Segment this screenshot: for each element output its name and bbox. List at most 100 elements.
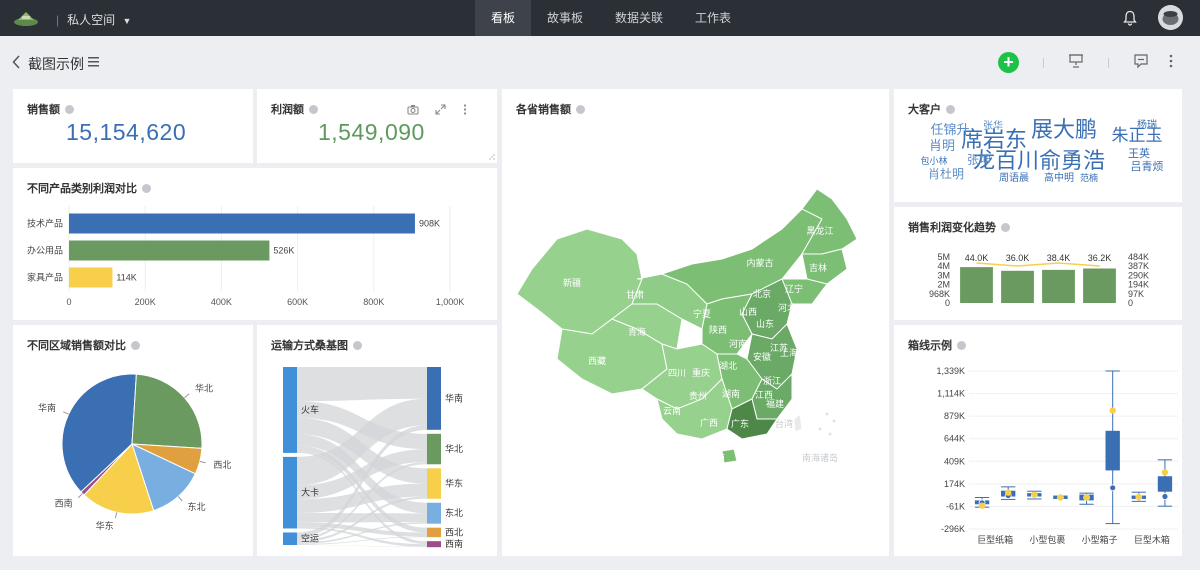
target-node bbox=[427, 541, 441, 548]
y2-tick-label: 194K bbox=[1128, 280, 1149, 290]
region-guangdong[interactable] bbox=[726, 398, 778, 440]
trend-line bbox=[976, 262, 1100, 267]
boxplot-card[interactable]: 箱线示例 1,339K 1,114K 879K 644K 409K 174K -61K -29… bbox=[894, 325, 1182, 556]
y2-tick-label: 0 bbox=[1128, 298, 1133, 308]
info-icon[interactable] bbox=[946, 105, 955, 114]
province-label: 福建 bbox=[766, 398, 784, 409]
y-tick-label: 4M bbox=[937, 261, 950, 271]
data-label: 38.4K bbox=[1047, 253, 1071, 263]
page-header: 截图示例 + bbox=[0, 36, 1200, 86]
pie-slice bbox=[61, 373, 137, 493]
sankey-link bbox=[297, 526, 427, 547]
resize-handle-icon[interactable] bbox=[488, 153, 495, 160]
info-icon[interactable] bbox=[1001, 223, 1010, 232]
info-icon[interactable] bbox=[131, 341, 140, 350]
x-tick-label: 1,000K bbox=[436, 297, 465, 307]
tab-data-relations[interactable]: 数据关联 bbox=[615, 11, 664, 25]
region-heilongjiang[interactable] bbox=[801, 188, 858, 255]
comment-icon[interactable] bbox=[1133, 53, 1149, 69]
bar bbox=[1042, 269, 1075, 303]
province-sales-card[interactable]: 各省销售额 新疆 西藏 青海 甘肃 内蒙古 黑龙江 吉林 辽宁 北京 河北 山西 山东 宁夏 陕西 河南 江苏… bbox=[502, 89, 889, 556]
sankey-link bbox=[297, 536, 427, 545]
info-icon[interactable] bbox=[353, 341, 362, 350]
province-label: 四川 bbox=[668, 368, 686, 378]
node-label: 火车 bbox=[301, 404, 319, 415]
outlier-point bbox=[1004, 489, 1012, 496]
user-avatar[interactable] bbox=[1158, 5, 1183, 30]
x-tick-label: 800K bbox=[363, 297, 384, 307]
province-label: 山西 bbox=[739, 307, 757, 317]
back-chevron-icon[interactable] bbox=[12, 55, 21, 69]
logo-icon[interactable] bbox=[12, 8, 40, 28]
y-tick-label: 409K bbox=[944, 456, 965, 466]
province-label: 陕西 bbox=[709, 324, 727, 335]
space-switcher[interactable]: | 私人空间 ▼ bbox=[56, 13, 132, 27]
y-tick-label: 1,339K bbox=[936, 366, 965, 376]
province-label: 南海诸岛 bbox=[802, 452, 838, 463]
box bbox=[1157, 476, 1173, 492]
x-tick-label: 巨型纸箱 bbox=[977, 534, 1013, 545]
word: 俞勇浩 bbox=[1039, 148, 1105, 173]
region-hainan[interactable] bbox=[721, 448, 738, 464]
bar bbox=[1001, 270, 1034, 303]
plus-icon: + bbox=[1003, 52, 1014, 72]
sankey-link bbox=[297, 398, 427, 486]
add-chart-button[interactable]: + bbox=[998, 52, 1019, 73]
sankey-link bbox=[297, 483, 427, 513]
slice-label: 华南 bbox=[38, 402, 56, 413]
big-customers-card[interactable]: 大客户 席岩东 展大鹏 龙百川 俞勇浩 朱正玉 任锦升 肖明 张坤 肖杜明 王英 吕青烦 杨瑞 张华 包小… bbox=[894, 89, 1182, 202]
info-icon[interactable] bbox=[309, 105, 318, 114]
data-label: 114K bbox=[116, 273, 136, 283]
kpi-card-sales[interactable]: 销售额 15,154,620 bbox=[13, 89, 253, 163]
tab-worksheet[interactable]: 工作表 bbox=[695, 11, 732, 25]
word: 任锦升 bbox=[930, 122, 969, 137]
sankey-card[interactable]: 运输方式桑基图 火车 大卡 空运 华南 华北 华东 东北 西北 西南 bbox=[257, 325, 497, 556]
presentation-icon[interactable] bbox=[1068, 53, 1084, 69]
node-label: 西北 bbox=[445, 527, 463, 537]
camera-icon[interactable] bbox=[407, 104, 419, 115]
slice-label: 东北 bbox=[188, 501, 206, 512]
box bbox=[1105, 430, 1120, 471]
hamburger-menu-icon[interactable] bbox=[88, 57, 99, 67]
x-tick-label: 600K bbox=[287, 297, 308, 307]
word: 高中明 bbox=[1044, 171, 1074, 184]
south-sea-islands bbox=[818, 412, 836, 436]
category-profit-card[interactable]: 不同产品类别利润对比 0 200K 400K 600K 800K 1,000K 技术产品 90… bbox=[13, 168, 497, 320]
y2-tick-label: 290K bbox=[1128, 270, 1149, 280]
expand-icon[interactable] bbox=[435, 104, 446, 115]
info-icon[interactable] bbox=[576, 105, 585, 114]
province-label: 海南 bbox=[707, 452, 725, 463]
card-title: 大客户 bbox=[908, 104, 941, 116]
toolbar-divider bbox=[1108, 58, 1109, 68]
bell-icon[interactable] bbox=[1122, 10, 1138, 26]
region-sales-card[interactable]: 不同区域销售额对比 华南 华北 西北 东北 华东 西南 bbox=[13, 325, 253, 556]
more-vertical-icon[interactable] bbox=[1163, 53, 1179, 69]
sankey-link bbox=[297, 445, 427, 533]
info-icon[interactable] bbox=[65, 105, 74, 114]
trend-card[interactable]: 销售利润变化趋势 5M 484K 4M 387K 3M 290K 2M 194K 968K 97K… bbox=[894, 207, 1182, 320]
word: 张华 bbox=[983, 119, 1003, 132]
sankey-link bbox=[297, 496, 427, 543]
kpi-card-profit[interactable]: 利润额 1,549,090 bbox=[257, 89, 497, 163]
info-icon[interactable] bbox=[142, 184, 151, 193]
province-label: 宁夏 bbox=[693, 308, 711, 319]
info-icon[interactable] bbox=[957, 341, 966, 350]
pie-slice bbox=[80, 443, 133, 496]
more-vertical-icon[interactable] bbox=[462, 104, 468, 115]
region-taiwan[interactable] bbox=[793, 413, 803, 433]
word: 张坤 bbox=[967, 152, 991, 167]
x-tick-label: 小型箱子 bbox=[1082, 534, 1118, 545]
y-tick-label: -296K bbox=[941, 524, 965, 534]
word: 包小林 bbox=[920, 155, 947, 166]
tab-storyboard[interactable]: 故事板 bbox=[547, 11, 584, 25]
province-label: 吉林 bbox=[809, 262, 827, 273]
node-label: 华东 bbox=[445, 478, 463, 489]
province-label: 新疆 bbox=[563, 277, 581, 288]
top-navigation-bar: | 私人空间 ▼ 看板 故事板 数据关联 工作表 bbox=[0, 0, 1200, 36]
tab-dashboard[interactable]: 看板 bbox=[475, 0, 532, 36]
caret-down-icon: ▼ bbox=[122, 16, 132, 26]
target-node bbox=[427, 468, 441, 499]
word: 肖明 bbox=[929, 138, 955, 153]
